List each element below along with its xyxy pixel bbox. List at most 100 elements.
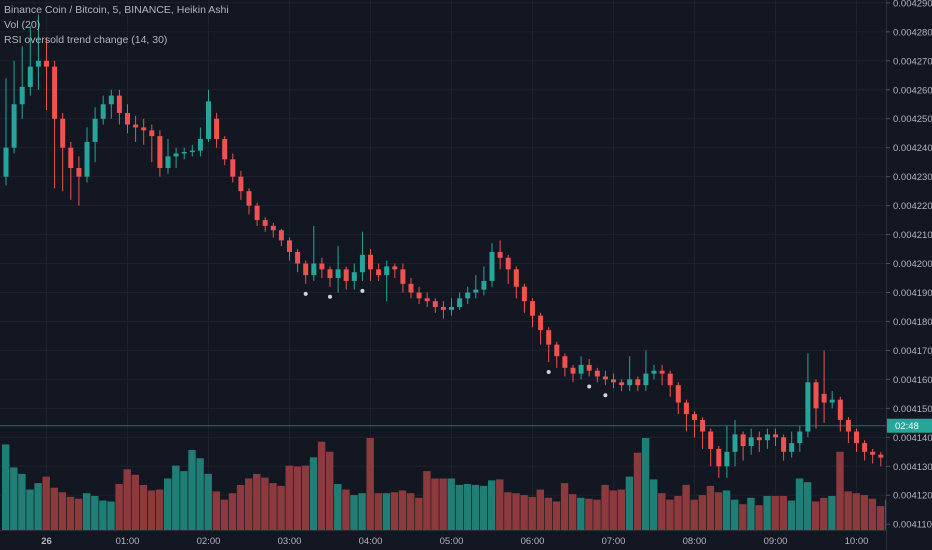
volume-bar [390, 492, 399, 530]
time-tick-label: 04:00 [359, 536, 383, 547]
candle-body [230, 159, 236, 177]
candle-body [392, 266, 398, 270]
volume-bar [641, 438, 650, 530]
volume-bar [852, 493, 860, 530]
candle-body [287, 240, 292, 252]
candle-body [635, 379, 641, 386]
candle-body [554, 344, 560, 357]
volume-bar [633, 452, 642, 530]
candle-body [764, 434, 770, 441]
time-tick-label: 09:00 [764, 536, 788, 547]
candle-body [149, 130, 155, 137]
candle-body [368, 254, 373, 270]
volume-bar [10, 467, 18, 530]
candle-body [570, 367, 576, 374]
volume-bar [18, 473, 26, 530]
volume-bar [731, 499, 739, 530]
volume-bar [674, 495, 682, 530]
time-axis[interactable]: 26 01:00 02:00 03:00 04:00 05:00 06:00 07:00 08:… [0, 530, 886, 550]
volume-bar [593, 499, 601, 530]
volume-bar [66, 496, 75, 530]
candle-body [724, 451, 730, 467]
volume-bar [585, 498, 593, 530]
volume-bar [350, 495, 358, 530]
volume-bar [471, 484, 480, 530]
candle-body [489, 251, 495, 281]
volume-bar [828, 495, 836, 530]
candle-body [270, 225, 276, 231]
candle-body [773, 434, 778, 438]
volume-bar [374, 493, 382, 530]
candle-body [756, 437, 762, 441]
volume-bar [2, 444, 10, 530]
symbol-title[interactable]: Binance Coin / Bitcoin, 5, BINANCE, Heik… [4, 4, 229, 16]
volume-bar [285, 465, 293, 530]
volume-bar [326, 451, 334, 530]
candle-body [35, 60, 41, 67]
candle-body [27, 66, 33, 87]
candle-body [457, 298, 463, 307]
volume-bar [617, 489, 625, 530]
candle-body [424, 298, 430, 302]
current-price-countdown: 02:48 [895, 421, 919, 432]
volume-bar [722, 490, 731, 530]
volume-indicator-label[interactable]: Vol (20) [4, 19, 41, 31]
candle-body [854, 431, 859, 444]
volume-bar [236, 484, 245, 530]
volume-bar [609, 490, 617, 530]
candle-body [246, 191, 252, 206]
time-tick-label: 10:00 [845, 536, 869, 547]
candle-body [716, 448, 722, 467]
candle-body [497, 251, 503, 258]
volume-bar [463, 484, 472, 530]
rsi-signal-dot [587, 384, 592, 389]
volume-bar [261, 477, 269, 530]
volume-bar [577, 497, 585, 530]
volume-bar [301, 465, 310, 530]
volume-bar [309, 457, 318, 530]
candle-body [416, 292, 422, 299]
rsi-indicator-label[interactable]: RSI oversold trend change (14, 30) [4, 34, 168, 46]
volume-bar [317, 441, 326, 530]
candle-body [173, 153, 179, 157]
volume-bar [155, 489, 164, 530]
volume-bar [358, 493, 366, 530]
volume-bar [569, 494, 577, 530]
current-price-tag [887, 418, 932, 433]
volume-bar [771, 495, 779, 530]
volume-bar [666, 499, 674, 530]
volume-bar [803, 482, 812, 530]
candle-body [319, 263, 325, 270]
candle-body [683, 402, 689, 415]
volume-bar [520, 495, 528, 530]
candle-body [400, 269, 406, 284]
time-tick-label: 07:00 [602, 536, 626, 547]
candle-body [408, 283, 414, 293]
rsi-signal-dot [360, 288, 365, 293]
candle-body [327, 269, 333, 279]
time-tick-label: 08:00 [683, 536, 707, 547]
volume-bar [755, 505, 763, 530]
candle-body [133, 124, 139, 128]
volume-bar [601, 484, 609, 530]
volume-bar [812, 501, 820, 530]
volume-bar [552, 501, 561, 530]
candle-body [181, 152, 187, 154]
candle-body [513, 269, 519, 287]
candle-body [602, 376, 608, 380]
candle-body [189, 150, 195, 153]
volume-bar [868, 498, 877, 530]
volume-bar [26, 489, 34, 530]
rsi-signal-dot [328, 294, 332, 299]
volume-bar [366, 438, 374, 530]
volume-bar [820, 497, 828, 530]
candle-body [692, 414, 697, 420]
candle-body [505, 257, 511, 270]
candle-body [376, 269, 382, 276]
candle-body [586, 364, 592, 371]
